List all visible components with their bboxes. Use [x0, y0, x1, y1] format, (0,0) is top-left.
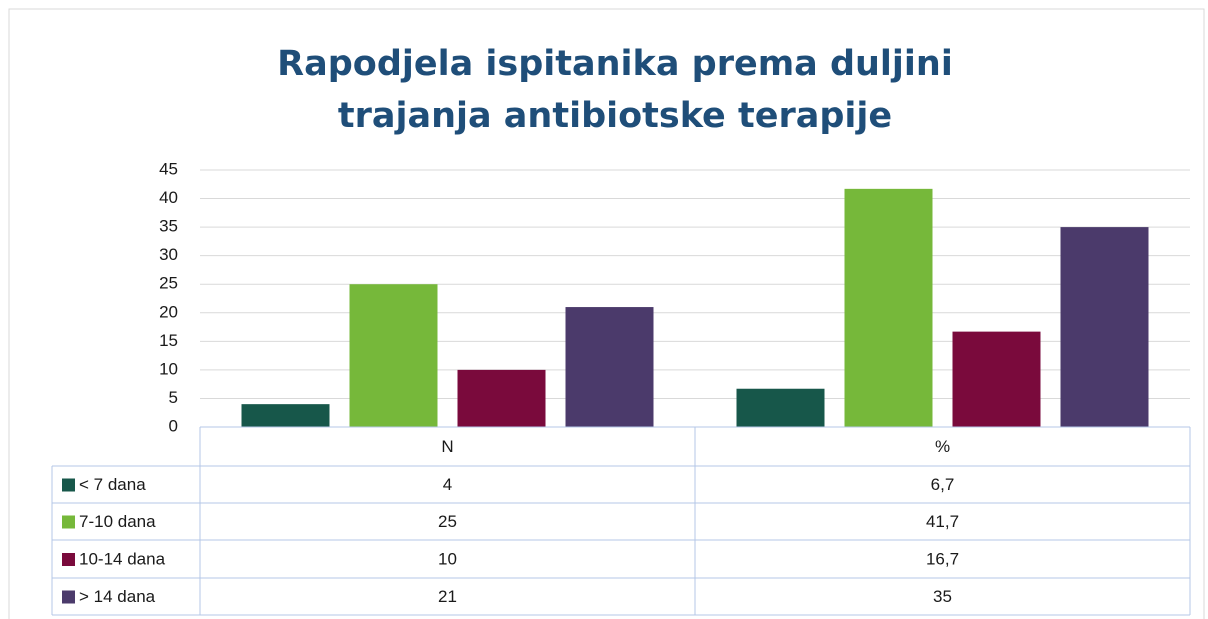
- chart-border: [8, 8, 1205, 619]
- x-tick-label: %: [935, 437, 950, 456]
- x-tick-label: N: [441, 437, 453, 456]
- bar: [736, 388, 825, 427]
- legend-label: 10-14 dana: [79, 549, 166, 568]
- table-value: 4: [443, 475, 452, 494]
- legend-swatch: [62, 478, 75, 492]
- y-tick-label: 25: [159, 274, 178, 293]
- y-tick-label: 35: [159, 217, 178, 236]
- legend-label: < 7 dana: [79, 475, 146, 494]
- bar: [349, 284, 438, 427]
- table-value: 16,7: [926, 549, 959, 568]
- table-value: 41,7: [926, 512, 959, 531]
- bar: [952, 331, 1041, 427]
- bar: [457, 369, 546, 427]
- legend-swatch: [62, 515, 75, 529]
- legend-swatch: [62, 590, 75, 604]
- bar: [241, 404, 330, 427]
- bar: [565, 307, 654, 427]
- table-value: 21: [438, 587, 457, 606]
- legend-label: 7-10 dana: [79, 512, 156, 531]
- legend-label: > 14 dana: [79, 587, 156, 606]
- y-tick-label: 0: [169, 416, 178, 435]
- table-value: 25: [438, 512, 457, 531]
- y-tick-label: 40: [159, 188, 178, 207]
- y-tick-label: 45: [159, 159, 178, 178]
- bar: [844, 188, 933, 427]
- table-value: 35: [933, 587, 952, 606]
- chart-title: Rapodjela ispitanika prema duljini traja…: [277, 44, 953, 136]
- y-tick-label: 5: [169, 388, 178, 407]
- bar: [1060, 227, 1149, 427]
- table-value: 10: [438, 549, 457, 568]
- y-tick-label: 30: [159, 245, 178, 264]
- y-tick-label: 20: [159, 302, 178, 321]
- table-value: 6,7: [931, 475, 955, 494]
- legend-swatch: [62, 553, 75, 566]
- y-tick-label: 10: [159, 359, 178, 378]
- y-tick-label: 15: [159, 331, 178, 350]
